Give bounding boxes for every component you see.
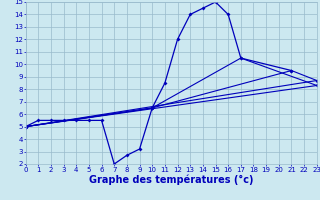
X-axis label: Graphe des températures (°c): Graphe des températures (°c) (89, 174, 253, 185)
